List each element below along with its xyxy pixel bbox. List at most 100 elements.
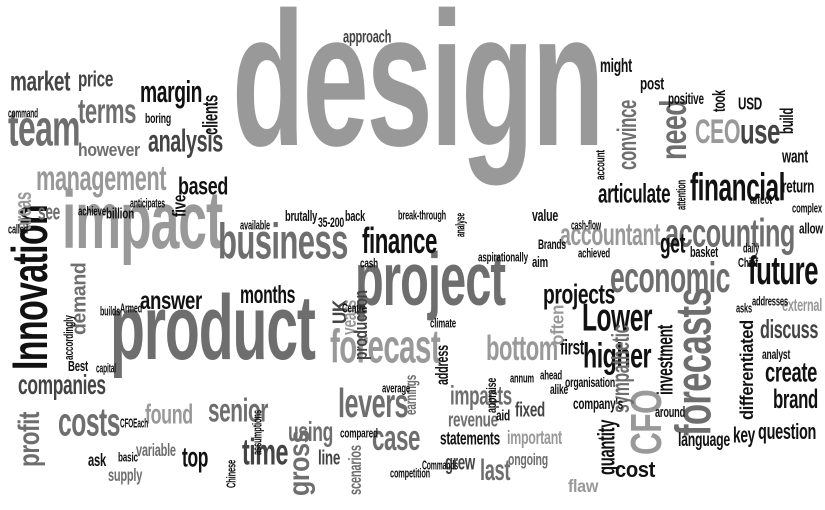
word-levers: levers [338, 381, 409, 427]
word-back: back [345, 208, 365, 225]
word-projects: projects [543, 280, 615, 311]
word-clients: clients [198, 95, 223, 135]
word-command: command [8, 106, 38, 122]
word-achieved: achieved [578, 246, 611, 262]
word-margin: margin [140, 76, 202, 111]
word-want: want [782, 144, 808, 167]
word-ask: ask [88, 451, 106, 471]
word-quantity: quantity [595, 419, 621, 475]
word-financial: financial [690, 167, 785, 211]
word-project: project [355, 236, 506, 321]
word-get: get [660, 226, 686, 259]
word-attention: attention [674, 179, 689, 210]
word-affect: affect [750, 191, 772, 208]
word-basket: basket [690, 244, 719, 261]
word-answer: answer [140, 286, 202, 315]
word-create: create [765, 355, 817, 388]
word-finance: finance [362, 220, 437, 261]
word-compared: compared [340, 426, 378, 442]
word-cfoeach: CFOEach [120, 416, 149, 432]
word-language: language [678, 428, 731, 451]
word-ceo: CEO [695, 112, 741, 152]
word-months: months [240, 282, 296, 310]
word-brutally: brutally [285, 208, 318, 225]
word-differentiated: differentiated [736, 320, 758, 420]
word-armed: Armed [120, 301, 142, 317]
word-daily: daily [743, 241, 760, 257]
word-available: available [240, 218, 271, 234]
word-statements: statements [440, 426, 500, 449]
word-approach: approach [343, 28, 392, 48]
word-economic: economic [610, 253, 730, 302]
word-accounting: accounting [665, 212, 795, 257]
word-competition: competition [390, 466, 431, 482]
word-aim: aim [532, 254, 548, 272]
word-boring: boring [145, 110, 171, 127]
word-basic: basic [118, 450, 138, 466]
word-analyse: analyse [453, 212, 468, 237]
word-return: return [782, 176, 815, 197]
word-top: top [182, 440, 208, 473]
word-impacts: impacts [450, 380, 512, 411]
word-cost: cost [615, 458, 655, 483]
word-ongoing: ongoing [508, 450, 548, 470]
word-forecast: forecast [330, 321, 441, 374]
word-allow: allow [799, 221, 824, 239]
word-first: first [560, 335, 584, 360]
word-companies: companies [18, 368, 106, 401]
word-anticipates: anticipates [130, 196, 166, 212]
word-aid: aid [496, 408, 510, 426]
word-convince: convince [611, 99, 643, 170]
word-alike: alike [550, 381, 569, 398]
word-assumptions: assumptions [250, 409, 265, 455]
word-climate: climate [430, 316, 457, 332]
word-senior: senior [208, 392, 268, 430]
word-variable: variable [136, 441, 176, 461]
word-cash: cash [360, 256, 379, 272]
word-product: product [110, 277, 316, 380]
word-fixed: fixed [515, 398, 545, 421]
word-achieve: achieve [78, 204, 107, 220]
word-asks: asks [736, 301, 753, 317]
word-brands: Brands [538, 236, 566, 253]
word-ahead: ahead [540, 368, 563, 384]
word-chinese: Chinese [224, 459, 239, 488]
word-cash-flow: cash-flow [571, 218, 602, 234]
word-important: important [507, 426, 562, 449]
word-positive: positive [668, 91, 704, 110]
word-flaw: flaw [568, 476, 599, 497]
word-builds: builds [100, 304, 121, 320]
word-found: found [145, 398, 193, 430]
word-profit: profit [12, 411, 46, 467]
word-company-s: company's [573, 396, 624, 415]
word-took: took [710, 90, 730, 112]
word-team: team [8, 99, 81, 157]
word-often: often [546, 304, 568, 345]
word-last: last [480, 453, 511, 487]
word-revenue: revenue [448, 408, 498, 431]
word-need: need [652, 100, 695, 160]
word-post: post [640, 72, 664, 94]
word-addresses: addresses [752, 294, 789, 310]
word-articulate: articulate [598, 178, 671, 209]
word-capital: capital [96, 361, 117, 377]
word-commands: Commands [422, 458, 458, 474]
word-impact: impact [62, 173, 223, 266]
word-market: market [10, 67, 71, 98]
word-price: price [78, 67, 114, 93]
word-business: business [218, 213, 348, 270]
word-might: might [600, 54, 632, 77]
word-around: around [655, 404, 686, 421]
word-design: design [232, 0, 605, 187]
word-annum: annum [510, 371, 535, 387]
word-using: using [288, 415, 333, 447]
word-organisation: organisation [565, 374, 616, 391]
word-case: case [372, 417, 421, 458]
word-question: question [758, 420, 817, 446]
word-costs: costs [58, 402, 121, 446]
word-however: however [78, 140, 140, 161]
word-time: time [242, 430, 289, 472]
word-centre: Centre [342, 301, 367, 317]
word-billion: billion [106, 206, 135, 224]
word-usd: USD [738, 94, 762, 114]
